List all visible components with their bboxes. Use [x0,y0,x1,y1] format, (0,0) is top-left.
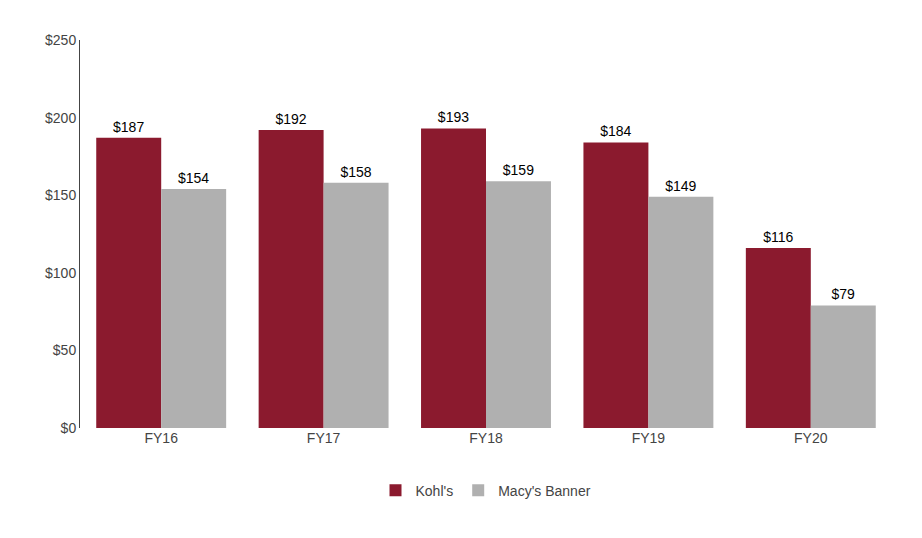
svg-text:$193: $193 [438,109,469,125]
svg-text:$187: $187 [113,119,144,135]
svg-text:FY20: FY20 [794,430,828,446]
svg-text:$159: $159 [503,162,534,178]
svg-text:$158: $158 [340,164,371,180]
svg-text:FY18: FY18 [469,430,503,446]
svg-text:$250: $250 [45,32,76,48]
svg-text:FY16: FY16 [144,430,178,446]
svg-text:$116: $116 [763,229,793,245]
svg-text:$149: $149 [665,178,696,194]
svg-text:FY17: FY17 [307,430,341,446]
svg-text:$100: $100 [45,265,76,281]
svg-text:FY19: FY19 [632,430,666,446]
svg-text:$184: $184 [600,123,631,139]
svg-text:$200: $200 [45,110,76,126]
svg-text:$192: $192 [275,111,306,127]
svg-text:$154: $154 [178,170,209,186]
svg-text:$0: $0 [61,420,77,436]
svg-text:$50: $50 [53,342,77,358]
svg-text:$150: $150 [45,187,76,203]
svg-text:Kohl's: Kohl's [416,483,454,499]
svg-text:$79: $79 [831,286,855,302]
svg-text:Macy's Banner: Macy's Banner [498,483,590,499]
